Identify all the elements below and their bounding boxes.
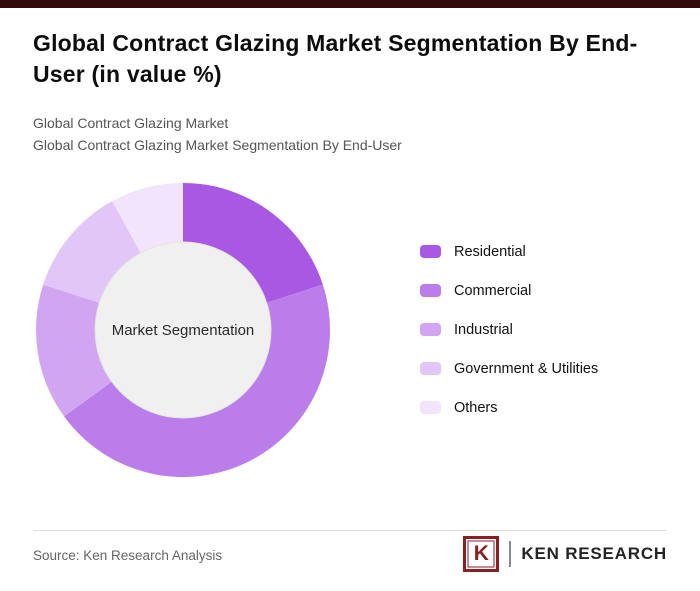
donut-hole	[94, 241, 272, 419]
ken-research-logo: K KEN RESEARCH	[463, 536, 667, 572]
legend-item-commercial: Commercial	[420, 282, 598, 299]
donut-chart-svg	[36, 183, 330, 477]
legend-label: Government & Utilities	[454, 360, 599, 377]
legend-swatch-icon	[420, 401, 441, 414]
legend-swatch-icon	[420, 362, 441, 375]
legend-label: Residential	[454, 243, 526, 260]
legend-item-government-utilities: Government & Utilities	[420, 360, 599, 377]
chart-subtitle-line-2: Global Contract Glazing Market Segmentat…	[33, 136, 402, 153]
legend: Residential Commercial Industrial Governmen…	[420, 244, 598, 439]
legend-item-industrial: Industrial	[420, 321, 598, 338]
logo-divider	[509, 541, 512, 567]
ken-research-logo-mark-icon: K	[463, 536, 500, 572]
donut-chart: Market Segmentation	[33, 180, 333, 480]
legend-label: Others	[454, 399, 498, 416]
page-title: Global Contract Glazing Market Segmentat…	[33, 30, 638, 88]
source-note: Source: Ken Research Analysis	[33, 547, 223, 563]
donut-segment-commercial	[64, 284, 330, 477]
donut-segment-government-utilities	[43, 201, 142, 304]
legend-swatch-icon	[420, 323, 441, 336]
legend-swatch-icon	[420, 284, 441, 297]
chart-subtitles: Global Contract Glazing Market Global Co…	[33, 113, 653, 156]
legend-label: Commercial	[454, 282, 532, 299]
chart-subtitle-line-1: Global Contract Glazing Market	[33, 115, 229, 131]
legend-item-residential: Residential	[420, 243, 598, 260]
legend-label: Industrial	[454, 321, 513, 338]
legend-item-others: Others	[420, 399, 598, 416]
donut-segments	[36, 183, 330, 477]
donut-segment-industrial	[36, 284, 114, 417]
logo-text: KEN RESEARCH	[521, 544, 667, 563]
donut-segment-others	[112, 183, 183, 255]
donut-segment-residential	[183, 183, 323, 304]
top-accent-bar	[0, 0, 700, 8]
legend-swatch-icon	[420, 245, 441, 258]
footer: Source: Ken Research Analysis K KEN RESE…	[33, 530, 667, 577]
